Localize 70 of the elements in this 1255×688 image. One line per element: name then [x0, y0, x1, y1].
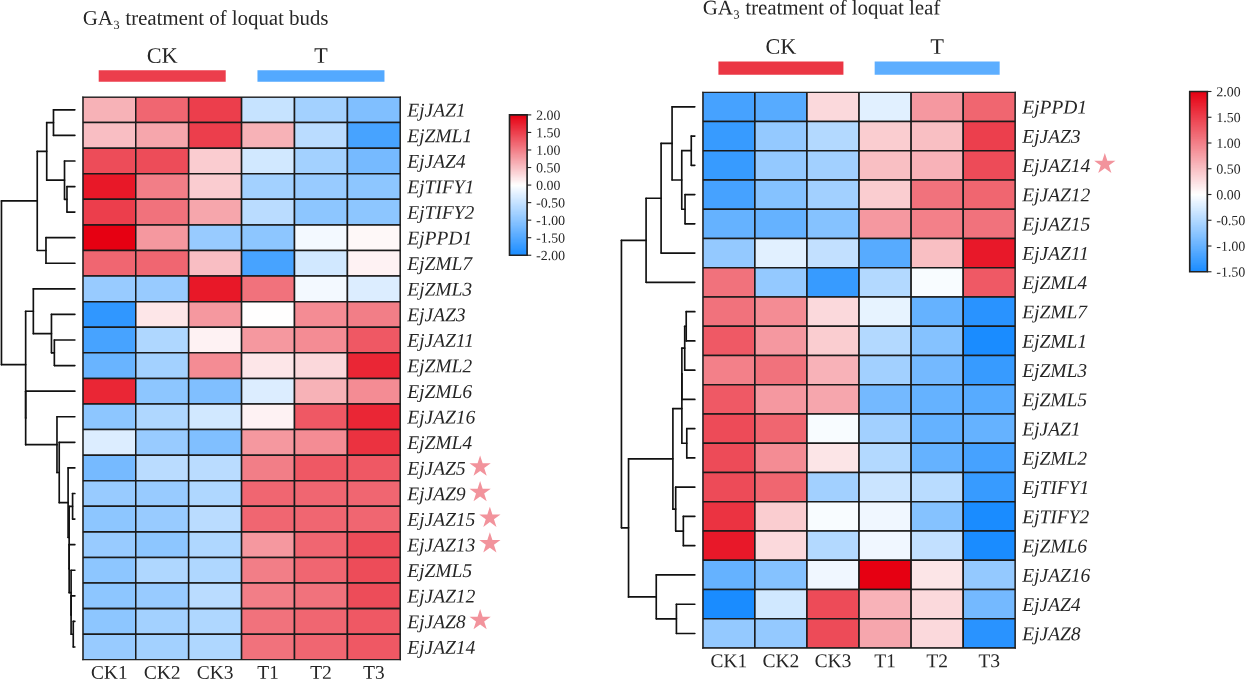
color-bar-label: -1.50 — [536, 233, 565, 243]
y-tick-label: EjZML3 — [1022, 364, 1087, 382]
x-tick-label: CK2 — [144, 665, 180, 680]
color-bar-label: -2.00 — [536, 250, 565, 261]
x-tick-label: CK1 — [91, 665, 127, 680]
color-bar-label: 1.50 — [537, 128, 560, 138]
y-tick-label: EjJAZ1 — [407, 103, 464, 121]
color-bar-label: 1.00 — [1217, 138, 1241, 149]
color-bar-label: -1.00 — [536, 215, 565, 226]
y-tick-label: EjJAZ12 — [407, 589, 475, 607]
y-tick-label: EjJAZ15 — [1022, 217, 1090, 235]
color-bar-label: -1.50 — [1216, 267, 1245, 277]
text: CK — [766, 39, 797, 55]
y-tick-label: EjTIFY2 — [1022, 510, 1089, 528]
y-tick-label: EjJAZ8 — [1022, 627, 1081, 645]
y-tick-label: EjZML1 — [1022, 334, 1085, 352]
color-bar-label: -0.50 — [536, 198, 565, 208]
y-tick-label: EjZML2 — [407, 359, 472, 377]
x-tick-label: T3 — [363, 665, 384, 680]
y-tick-label: EjZML7 — [407, 257, 473, 275]
color-bar-label: 0.00 — [536, 180, 560, 191]
x-tick-label: T1 — [257, 666, 278, 679]
y-tick-label: EjTIFY1 — [407, 180, 473, 198]
x-tick-label: T1 — [874, 654, 895, 668]
color-bar-label: -0.50 — [1216, 215, 1245, 226]
y-tick-label: EjJAZ16 — [1022, 568, 1091, 586]
y-tick-label: EjZML1 — [407, 129, 471, 147]
y-tick-label: EjJAZ3 — [407, 308, 465, 326]
y-tick-label: EjJAZ4 — [1022, 598, 1081, 616]
y-tick-label: EjJAZ14 — [407, 640, 475, 658]
color-bar-label: 0.50 — [536, 163, 560, 173]
chart-title: GA₃ treatment of loquat buds — [83, 10, 328, 30]
y-tick-label: EjZML6 — [407, 385, 473, 403]
y-tick-label: EjZML3 — [407, 282, 472, 300]
x-tick-label: CK3 — [815, 654, 851, 668]
x-tick-label: T2 — [310, 665, 331, 679]
y-tick-label: EjZML6 — [1022, 539, 1087, 557]
color-bar-label: 0.00 — [1216, 190, 1241, 200]
y-tick-label: EjZML4 — [407, 436, 472, 454]
text: CK — [147, 48, 178, 64]
y-tick-label: EjZML5 — [1022, 393, 1087, 411]
y-tick-label: EjPPD1 — [407, 231, 470, 249]
color-bar-label: 2.00 — [536, 110, 560, 120]
x-tick-label: CK1 — [711, 654, 747, 668]
x-tick-label: T3 — [978, 654, 1000, 668]
color-bar-label: 1.50 — [1217, 112, 1241, 123]
x-tick-label: T2 — [926, 654, 947, 668]
y-tick-label: EjJAZ3 — [1022, 129, 1080, 147]
y-tick-label: EjPPD1 — [1022, 100, 1085, 118]
y-tick-label: EjTIFY1 — [1022, 481, 1088, 499]
y-tick-label: EjJAZ12 — [1022, 188, 1090, 206]
color-bar-label: 0.50 — [1216, 164, 1241, 174]
y-tick-label: EjTIFY2 — [407, 205, 474, 224]
text: T — [314, 48, 328, 63]
x-tick-label: CK3 — [197, 665, 233, 680]
y-tick-label: EjZML5 — [407, 564, 472, 582]
chart-title: GA₃ treatment of loquat leaf — [703, 0, 941, 19]
y-tick-label: EjZML2 — [1022, 451, 1087, 469]
color-bar-label: 1.00 — [537, 145, 560, 155]
color-bar-label: -1.00 — [1216, 241, 1245, 252]
y-tick-label: EjJAZ11 — [407, 333, 472, 351]
y-tick-label: EjJAZ4 — [407, 154, 466, 172]
color-bar-label: 2.00 — [1216, 87, 1241, 97]
y-tick-label: EjJAZ16 — [407, 410, 476, 428]
x-tick-label: CK2 — [763, 654, 799, 668]
y-tick-label: EjJAZ1 — [1022, 422, 1079, 440]
text: T — [930, 39, 944, 54]
y-tick-label: EjZML7 — [1022, 305, 1088, 323]
y-tick-label: EjZML4 — [1022, 276, 1087, 294]
y-tick-label: EjJAZ11 — [1022, 246, 1087, 264]
